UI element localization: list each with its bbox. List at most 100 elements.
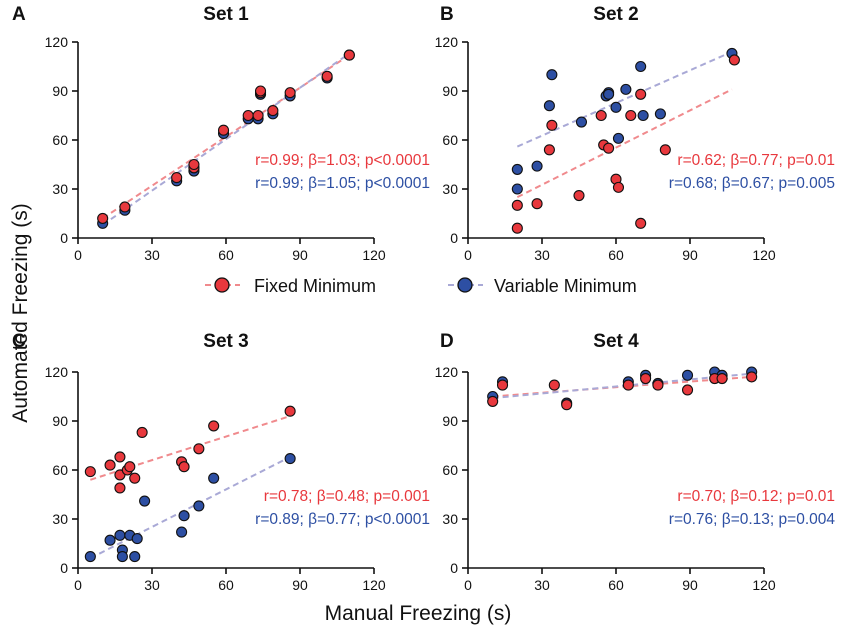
data-point-fixed [511,222,523,234]
y-tick-label: 120 [435,34,459,50]
data-point-fixed [171,172,183,184]
data-point-fixed [178,461,190,473]
data-point-variable [176,526,188,538]
data-point-variable [208,472,220,484]
panel-title: Set 2 [593,4,638,25]
y-tick-label: 30 [442,511,458,527]
panel-a: A Set 1 0 30 60 90 120 0 30 60 90 120 r=0.99; β=1.03… [12,4,430,263]
data-point-variable [603,88,615,100]
data-point-fixed [208,420,220,432]
data-point-fixed [97,212,109,224]
y-tick-label: 30 [442,181,458,197]
data-point-fixed [681,384,694,396]
stats-fixed: r=0.70; β=0.12; p=0.01 [677,488,835,505]
data-point-fixed [496,379,509,391]
data-point-variable [284,453,296,465]
y-tick-label: 0 [450,560,458,576]
stats-fixed: r=0.99; β=1.03; p<0.0001 [255,152,430,169]
panel-b: B Set 2 0 30 60 90 120 0 30 60 90 120 r=0.62; β=0.77… [435,4,835,263]
panel-letter: B [440,4,454,25]
data-point-fixed [546,119,558,131]
y-tick-label: 90 [52,83,68,99]
data-point-variable [620,83,632,95]
panel-title: Set 1 [203,4,249,25]
data-point-fixed [252,109,264,122]
stats-variable: r=0.68; β=0.67; p=0.005 [669,175,835,192]
data-point-fixed [652,379,664,391]
data-point-variable [511,163,523,175]
data-point-fixed [114,451,126,463]
data-point-fixed [603,142,615,154]
panel-c: C Set 3 0 30 60 90 120 0 30 60 90 120 r=0.78; β=0.48… [12,331,430,593]
y-tick-label: 30 [52,181,68,197]
data-point-fixed [217,124,230,136]
data-point-variable [531,160,543,172]
data-point-fixed [188,158,200,171]
stats-variable: r=0.99; β=1.05; p<0.0001 [255,175,430,192]
y-tick-label: 60 [442,462,458,478]
data-point-fixed [267,105,279,117]
data-point-variable [139,495,151,507]
x-tick-label: 60 [608,577,624,593]
y-tick-label: 0 [450,230,458,246]
data-point-variable [129,551,141,563]
data-point-fixed [573,189,585,202]
y-tick-label: 120 [45,364,69,380]
y-tick-label: 90 [52,413,68,429]
data-point-variable [193,500,205,512]
data-point-fixed [84,466,96,478]
data-point-fixed [114,482,126,494]
y-tick-label: 60 [52,462,68,478]
data-point-fixed [640,372,652,385]
data-point-fixed [612,181,625,193]
x-tick-label: 120 [362,247,386,263]
stats-variable: r=0.76; β=0.13; p=0.004 [669,511,836,528]
y-axis-title: Automated Freezing (s) [9,203,32,422]
y-tick-label: 60 [442,132,458,148]
y-tick-label: 90 [442,83,458,99]
x-tick-label: 90 [292,247,308,263]
data-point-fixed [511,199,523,211]
data-point-variable [654,108,666,120]
data-point-variable [511,183,523,195]
x-tick-label: 120 [752,247,776,263]
stats-fixed: r=0.62; β=0.77; p=0.01 [677,152,835,169]
stats-fixed: r=0.78; β=0.48; p=0.001 [264,488,430,505]
fit-line-variable [102,52,350,226]
data-point-fixed [129,472,141,484]
data-point-fixed [622,379,634,391]
legend-fixed-label: Fixed Minimum [254,276,376,296]
x-tick-label: 60 [218,577,234,593]
fit-line-variable [516,50,733,148]
x-tick-label: 0 [74,577,82,593]
panel-letter: A [12,4,26,25]
y-tick-label: 120 [435,364,459,380]
data-point-fixed [746,371,758,383]
x-tick-label: 0 [74,247,82,263]
y-tick-label: 120 [45,34,69,50]
data-point-fixed [284,87,296,99]
data-point-variable [116,551,128,563]
data-point-fixed [595,109,607,122]
data-point-fixed [119,201,131,213]
y-tick-label: 0 [60,230,68,246]
y-tick-label: 90 [442,413,458,429]
data-point-fixed [728,54,740,66]
panel-letter: C [12,331,26,352]
legend-variable-label: Variable Minimum [494,276,637,296]
data-point-variable [681,369,694,381]
data-point-variable [104,534,116,546]
data-point-fixed [635,217,647,229]
data-point-fixed [716,372,728,385]
data-point-fixed [635,88,647,100]
x-tick-label: 0 [464,577,472,593]
data-point-fixed [254,85,267,97]
data-point-variable [612,132,625,144]
data-point-fixed [625,109,637,122]
panel-title: Set 3 [203,331,248,352]
legend: Fixed Minimum Variable Minimum [205,276,637,296]
fit-line-variable [89,456,291,560]
panels: A Set 1 0 30 60 90 120 0 30 60 90 120 r=0.99; β=1.03… [12,4,835,593]
data-point-variable [635,60,647,73]
